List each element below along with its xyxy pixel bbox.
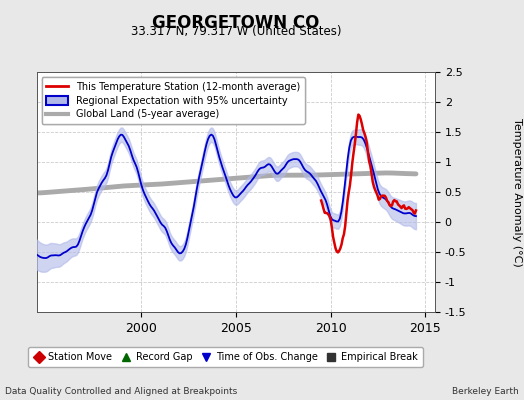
Y-axis label: Temperature Anomaly (°C): Temperature Anomaly (°C) <box>512 118 522 266</box>
Text: Data Quality Controlled and Aligned at Breakpoints: Data Quality Controlled and Aligned at B… <box>5 387 237 396</box>
Text: 33.317 N, 79.317 W (United States): 33.317 N, 79.317 W (United States) <box>130 25 341 38</box>
Legend: This Temperature Station (12-month average), Regional Expectation with 95% uncer: This Temperature Station (12-month avera… <box>41 77 304 124</box>
Legend: Station Move, Record Gap, Time of Obs. Change, Empirical Break: Station Move, Record Gap, Time of Obs. C… <box>28 348 422 367</box>
Text: GEORGETOWN CO: GEORGETOWN CO <box>152 14 320 32</box>
Text: Berkeley Earth: Berkeley Earth <box>452 387 519 396</box>
